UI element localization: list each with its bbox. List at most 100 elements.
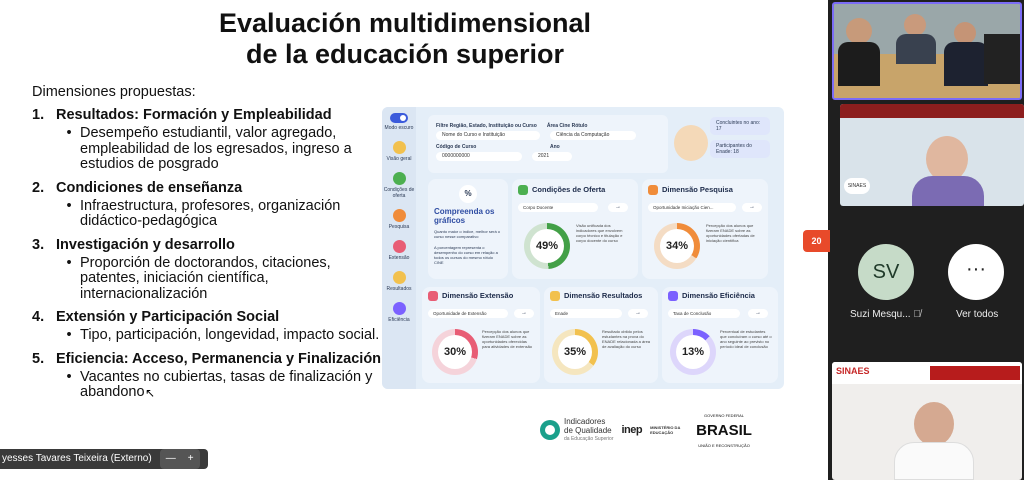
section-title: Condiciones de enseñanza xyxy=(56,179,243,196)
name-banner xyxy=(930,366,1020,380)
card-results: Dimensão Resultados Enade → 35% Resultad… xyxy=(544,287,658,383)
video-tile-participant-3[interactable]: SINAES xyxy=(832,362,1022,480)
brasil-logo: GOVERNO FEDERAL BRASIL UNIÃO E RECONSTRUÇÃ… xyxy=(696,408,752,453)
bullet-text: Infraestructura, profesores, organizació… xyxy=(80,197,341,229)
iq-logo: Indicadores de Qualidade da Educação Super… xyxy=(540,417,613,444)
arrow-icon: → xyxy=(742,203,762,212)
chair xyxy=(984,34,1020,84)
card-title: Dimensão Eficiência xyxy=(682,291,755,300)
building-icon xyxy=(392,172,406,185)
section-4-title: 4. Extensión y Participación Social xyxy=(32,309,382,325)
nav-label: Resultados xyxy=(386,286,412,292)
nav-label: Pesquisa xyxy=(388,224,410,230)
donut-chart: 30% xyxy=(432,329,478,375)
graduates-count: Concluintes no ano: 17 xyxy=(710,117,770,135)
video-tile-meeting-room[interactable] xyxy=(832,2,1022,100)
dashboard-sidebar: Modo escuro Visão geral Condições de ofe… xyxy=(382,107,416,389)
card-description: Visão unificada dos indicadores que envo… xyxy=(576,223,623,243)
section-number: 4. xyxy=(32,309,45,325)
students-panel: Concluintes no ano: 17 Participantes do … xyxy=(664,117,770,177)
zoom-controls: — + xyxy=(159,449,200,469)
filter-panel: Filtre Região, Estado, Instituição ou Cu… xyxy=(428,115,668,173)
card-description: Resultado obtido pelos estudantes na pro… xyxy=(602,329,651,349)
participants-panel: SINAES SV Suzi Mesqu... 🎙̸ ··· Ver todos… xyxy=(830,0,1024,480)
filter-label: Código de Curso xyxy=(436,144,477,150)
section-number: 3. xyxy=(32,236,45,253)
person-body xyxy=(894,442,974,480)
logo-text: GOVERNO FEDERAL xyxy=(704,412,745,418)
person-head xyxy=(846,18,872,44)
nav-extension: Extensão xyxy=(382,240,416,261)
title-line-2: de la educación superior xyxy=(245,39,565,69)
donut-value: 35% xyxy=(558,335,592,369)
see-all-label[interactable]: Ver todos xyxy=(956,309,999,320)
arrow-icon: → xyxy=(608,203,628,212)
avatar-sv[interactable]: SV xyxy=(858,244,914,300)
slide-title: Evaluación multidimensional de la educac… xyxy=(160,8,650,70)
card-title: Dimensão Pesquisa xyxy=(662,185,733,194)
donut-value: 34% xyxy=(660,229,694,263)
arrow-icon: → xyxy=(748,309,768,318)
mouse-cursor-icon: ↖ xyxy=(145,386,156,400)
card-select: Taxa de Conclusão xyxy=(668,309,740,318)
person-head xyxy=(954,22,976,44)
graduate-icon xyxy=(674,125,708,161)
section-3-title: 3. Investigación y desarrollo xyxy=(32,237,382,253)
nav-overview: Visão geral xyxy=(382,141,416,162)
page-number-badge[interactable]: 20 xyxy=(803,230,830,252)
person-body xyxy=(944,42,988,86)
nav-label: Eficiência xyxy=(388,317,410,323)
video-tile-participant-2[interactable]: SINAES xyxy=(840,104,1024,206)
sinaes-logo: SINAES xyxy=(844,178,870,194)
bullet-text: Vacantes no cubiertas, tasas de finaliza… xyxy=(80,368,373,400)
help-card: % Compreenda os gráficos Quanto maior o … xyxy=(428,179,508,279)
card-efficiency: Dimensão Eficiência Taxa de Conclusão → … xyxy=(662,287,778,383)
section-2-title: 2. Condiciones de enseñanza xyxy=(32,180,382,196)
research-icon xyxy=(392,209,406,222)
section-title: Eficiencia: Acceso, Permanencia y Finali… xyxy=(56,350,382,367)
nav-research: Pesquisa xyxy=(382,209,416,230)
globe-icon xyxy=(392,240,406,253)
card-title: Dimensão Extensão xyxy=(442,291,514,300)
logo-text: de Qualidade xyxy=(564,425,612,435)
zoom-out-button[interactable]: — xyxy=(165,453,176,464)
card-title: Condições de Oferta xyxy=(532,185,606,194)
toggle-icon xyxy=(390,113,408,123)
banner xyxy=(840,104,1024,118)
zoom-in-button[interactable]: + xyxy=(187,453,194,464)
section-number: 2. xyxy=(32,179,45,196)
dashboard-screenshot: Modo escuro Visão geral Condições de ofe… xyxy=(382,107,784,389)
clipboard-icon xyxy=(550,291,560,302)
arrow-icon: → xyxy=(628,309,648,318)
person-body xyxy=(896,34,936,64)
more-participants-button[interactable]: ··· xyxy=(948,244,1004,300)
year-select: 2021 xyxy=(532,152,572,161)
section-number: 1. xyxy=(32,107,45,123)
nav-conditions: Condições de oferta xyxy=(382,172,416,199)
nav-efficiency: Eficiência xyxy=(382,302,416,323)
bullet-text: Desempeño estudiantil, valor agregado, e… xyxy=(80,125,352,172)
donut-chart: 35% xyxy=(552,329,598,375)
bullet-text: Tipo, participación, longevidad, impacto… xyxy=(80,327,380,343)
presentation-slide: Evaluación multidimensional de la educac… xyxy=(0,0,828,480)
bullet-text: Proporción de doctorandos, citaciones, p… xyxy=(80,254,331,302)
graduation-icon xyxy=(668,291,678,302)
nav-label: Condições de oferta xyxy=(383,187,415,199)
filter-label: Filtre Região, Estado, Instituição ou Cu… xyxy=(436,123,537,129)
donut-chart: 13% xyxy=(670,329,716,375)
nav-label: Visão geral xyxy=(386,156,412,162)
person-head xyxy=(926,136,968,182)
presenter-name-tag: yesses Tavares Teixeira (Externo) — + xyxy=(0,449,208,469)
section-title: Resultados: Formación y Empleabilidad xyxy=(56,107,332,123)
area-select: Ciência da Computação xyxy=(550,131,636,140)
card-research: Dimensão Pesquisa Oportunidade Iniciação… xyxy=(642,179,768,279)
course-select: Nome do Curso e Instituição xyxy=(436,131,540,140)
person-head xyxy=(904,14,926,36)
donut-value: 49% xyxy=(530,229,564,263)
help-title: Compreenda os gráficos xyxy=(434,207,495,225)
section-title: Extensión y Participación Social xyxy=(56,309,280,325)
card-extension: Dimensão Extensão Oportunidade de Extens… xyxy=(422,287,540,383)
person-head xyxy=(914,402,954,446)
card-select: Corpo Docente xyxy=(518,203,598,212)
section-title: Investigación y desarrollo xyxy=(56,236,235,253)
